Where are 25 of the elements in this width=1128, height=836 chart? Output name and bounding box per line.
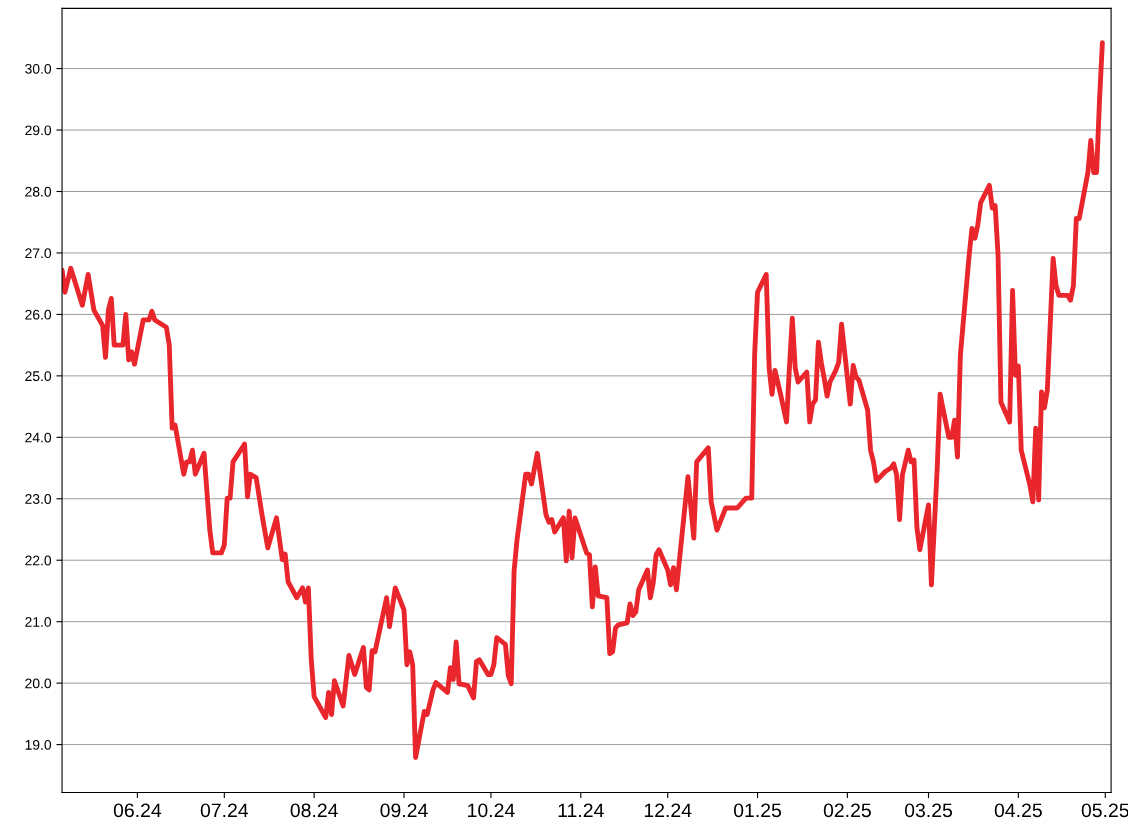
y-tick-label: 23.0 — [25, 494, 52, 504]
y-tick-label: 29.0 — [25, 125, 52, 136]
y-tick-label: 21.0 — [25, 617, 52, 627]
y-tick-label: 28.0 — [25, 186, 52, 197]
y-tick-label: 20.0 — [25, 678, 52, 689]
x-tick-label: 08.24 — [290, 803, 338, 818]
x-tick-label: 05.25 — [1081, 803, 1128, 818]
x-tick-label: 02.25 — [823, 803, 871, 818]
x-tick-label: 10.24 — [468, 803, 515, 818]
x-tick-label: 06.24 — [113, 803, 162, 818]
y-tick-label: 22.0 — [25, 555, 52, 566]
x-tick-label: 12.24 — [644, 803, 692, 818]
y-tick-label: 30.0 — [25, 63, 52, 74]
x-tick-label: 09.24 — [380, 803, 428, 818]
x-tick-label: 01.25 — [733, 803, 782, 818]
y-tick-label: 25.0 — [25, 371, 52, 382]
y-tick-label: 26.0 — [25, 309, 52, 320]
x-tick-label: 03.25 — [904, 803, 953, 818]
x-tick-label: 04.25 — [994, 803, 1042, 818]
line-series — [62, 40, 1105, 760]
y-tick-label: 24.0 — [25, 432, 52, 443]
x-tick-label: 07.24 — [200, 803, 249, 818]
x-tick-label: 11.24 — [558, 803, 604, 818]
y-tick-label: 19.0 — [25, 739, 52, 750]
y-tick-label: 27.0 — [25, 248, 52, 259]
